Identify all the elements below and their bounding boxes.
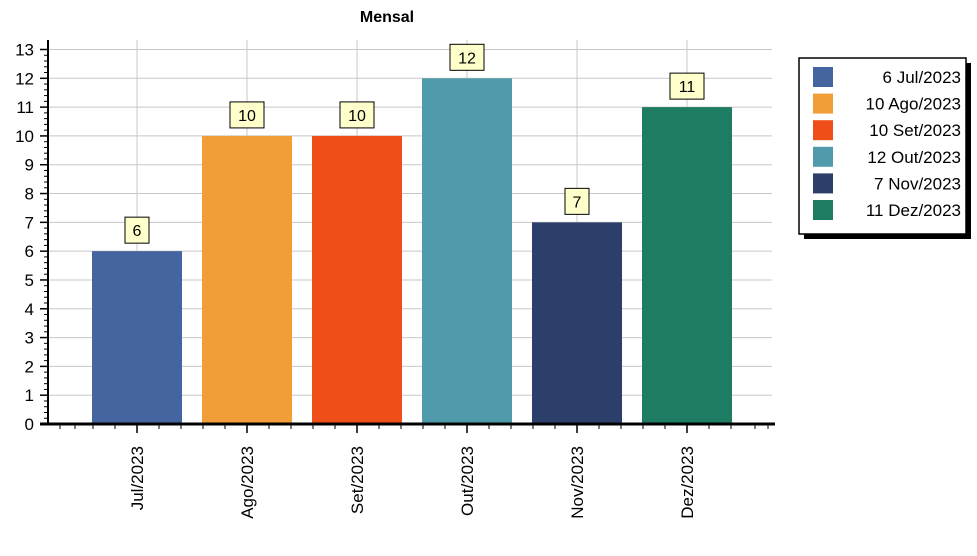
data-label-text: 7 [573, 194, 582, 211]
y-tick-label: 4 [25, 300, 34, 319]
bar [92, 251, 182, 424]
bar [422, 78, 512, 425]
data-label: 12 [449, 43, 485, 71]
x-axis-ticks: Jul/2023 Ago/2023 Set/2023 Out/2023 Nov/2023… [59, 424, 769, 519]
data-label-box [339, 101, 375, 129]
data-label-box [669, 72, 705, 100]
data-label: 10 [229, 101, 265, 129]
data-labels: 6 10 10 12 7 11 [124, 43, 705, 244]
data-label-box [229, 101, 265, 129]
data-label-text: 11 [679, 79, 696, 96]
data-label: 10 [339, 101, 375, 129]
legend-label: 10 Ago/2023 [866, 95, 961, 114]
data-label: 11 [669, 72, 705, 100]
axes [40, 40, 775, 426]
y-tick-label: 9 [25, 156, 34, 175]
bar [532, 222, 622, 424]
y-tick-label: 2 [25, 357, 34, 376]
data-label-box [124, 216, 150, 244]
legend-label: 6 Jul/2023 [883, 68, 961, 87]
y-tick-label: 8 [25, 185, 34, 204]
legend-swatch [813, 120, 833, 141]
x-tick-label: Nov/2023 [568, 446, 587, 519]
legend-swatch [813, 67, 833, 87]
data-label-text: 10 [348, 108, 366, 125]
y-tick-label: 13 [15, 41, 34, 60]
bars [92, 78, 732, 425]
legend-label: 7 Nov/2023 [874, 174, 961, 193]
x-tick-label: Jul/2023 [128, 446, 147, 510]
y-tick-label: 11 [16, 98, 34, 117]
bar [202, 135, 292, 424]
legend-label: 12 Out/2023 [867, 148, 961, 167]
bar [312, 135, 402, 424]
y-tick-label: 7 [25, 213, 34, 232]
legend-swatch [813, 173, 833, 194]
data-label-text: 6 [133, 223, 142, 240]
y-tick-label: 3 [25, 329, 34, 348]
bar [642, 107, 732, 424]
x-tick-label: Dez/2023 [678, 446, 697, 519]
data-label-box [449, 43, 485, 71]
y-tick-label: 1 [25, 386, 34, 405]
chart-title: Mensal [360, 9, 414, 26]
legend-label: 11 Dez/2023 [866, 201, 961, 220]
data-label-text: 12 [458, 50, 476, 67]
legend-swatch [813, 146, 833, 167]
y-tick-label: 5 [25, 271, 34, 290]
x-tick-label: Set/2023 [348, 446, 367, 514]
y-tick-label: 0 [25, 415, 34, 434]
data-label-box [564, 187, 590, 215]
legend-swatch [813, 200, 833, 220]
data-label: 6 [124, 216, 150, 244]
x-tick-label: Ago/2023 [238, 446, 257, 519]
x-tick-label: Out/2023 [458, 446, 477, 516]
data-label: 7 [564, 187, 590, 215]
legend-swatch [813, 93, 833, 114]
y-tick-label: 6 [25, 242, 34, 261]
legend-label: 10 Set/2023 [869, 121, 961, 140]
data-label-text: 10 [238, 108, 256, 125]
y-tick-label: 12 [15, 69, 34, 88]
legend: 6 Jul/2023 10 Ago/2023 10 Set/2023 12 Out/2… [798, 57, 971, 239]
y-tick-label: 10 [15, 127, 34, 146]
